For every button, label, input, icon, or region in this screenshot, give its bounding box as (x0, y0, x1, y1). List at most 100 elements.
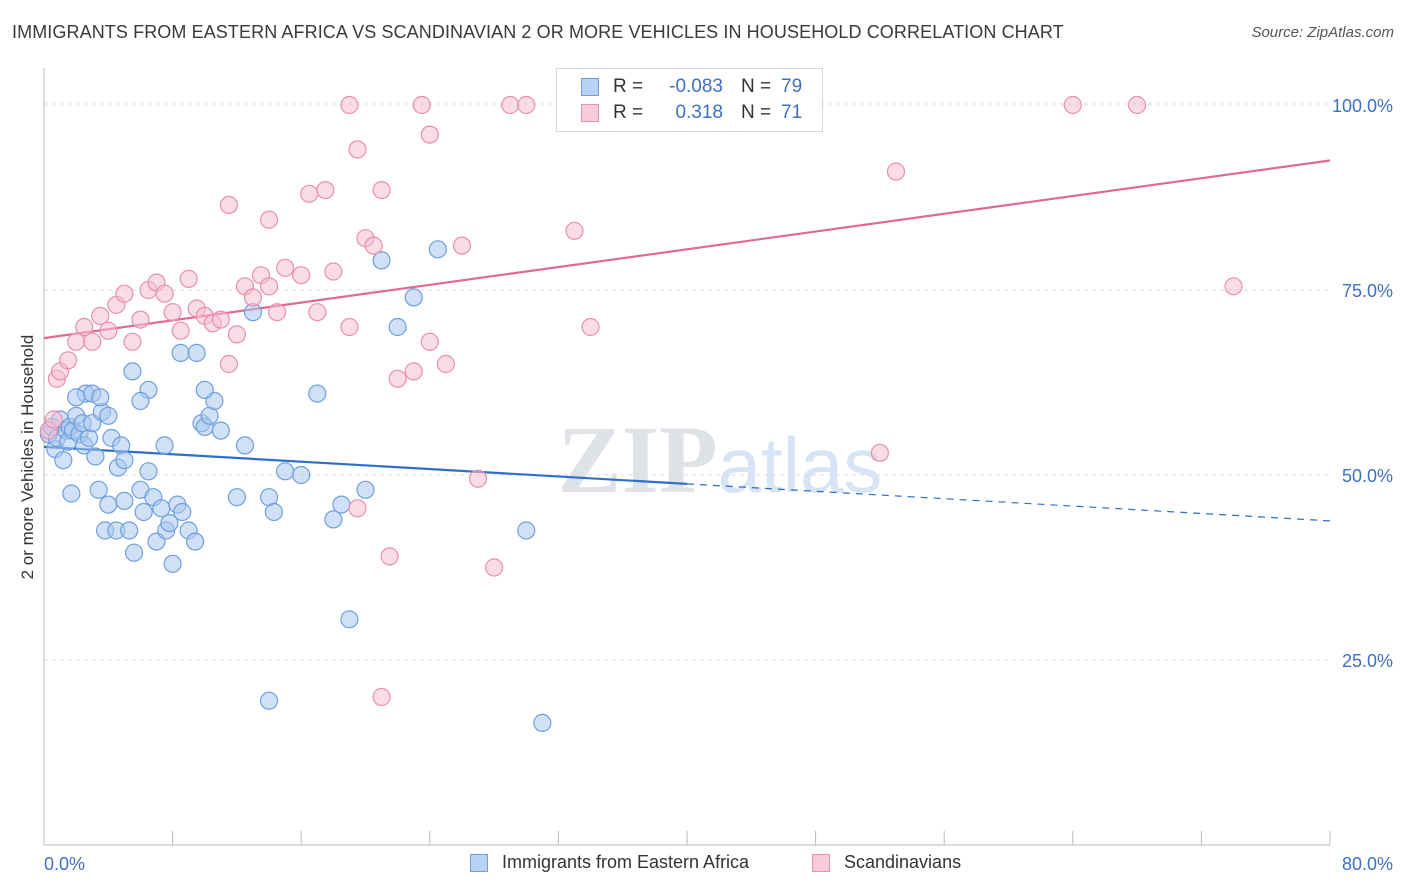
trend-line-eastern-africa (43, 445, 688, 485)
point-scandinavian (581, 317, 600, 337)
point-scandinavian (404, 362, 423, 381)
legend-row-blue: R = -0.083 N = 79 (581, 74, 802, 100)
point-scandinavian (517, 95, 536, 115)
point-scandinavian (364, 236, 383, 255)
y-tick-label: 100.0% (1332, 96, 1393, 116)
point-scandinavian (276, 258, 295, 277)
point-eastern-africa (79, 428, 99, 448)
legend-swatch-blue (470, 853, 488, 872)
legend-item-eastern-africa: Immigrants from Eastern Africa (470, 852, 749, 873)
trend-line-scandinavians (43, 159, 1331, 340)
point-eastern-africa (115, 491, 134, 510)
point-eastern-africa (227, 488, 246, 507)
point-scandinavian (420, 332, 439, 351)
legend-swatch-blue (581, 78, 599, 96)
point-eastern-africa (67, 388, 86, 407)
point-scandinavian (348, 140, 367, 159)
point-eastern-africa (356, 480, 375, 499)
point-eastern-africa (89, 480, 108, 499)
point-eastern-africa (99, 406, 118, 425)
point-scandinavian (340, 95, 359, 115)
x-tick-label: 80.0% (1342, 854, 1393, 874)
point-eastern-africa (123, 362, 142, 381)
point-eastern-africa (388, 317, 407, 337)
point-scandinavian (219, 195, 238, 214)
point-scandinavian (155, 284, 174, 303)
point-scandinavian (243, 288, 263, 307)
legend-swatch-pink (812, 853, 830, 872)
point-eastern-africa (171, 343, 190, 362)
stats-legend: R = -0.083 N = 79 R = 0.318 N = 71 (556, 68, 823, 132)
source-label: Source: ZipAtlas.com (1251, 24, 1394, 41)
point-eastern-africa (155, 436, 174, 455)
point-scandinavian (259, 210, 279, 229)
point-eastern-africa (428, 240, 447, 259)
point-scandinavian (452, 236, 472, 255)
legend-swatch-pink (581, 104, 599, 122)
point-scandinavian (300, 184, 319, 203)
point-scandinavian (870, 443, 890, 462)
point-eastern-africa (404, 288, 423, 307)
point-scandinavian (436, 354, 455, 374)
point-eastern-africa (324, 510, 343, 529)
point-eastern-africa (264, 502, 283, 522)
point-scandinavian (83, 332, 102, 351)
legend-row-pink: R = 0.318 N = 71 (581, 100, 802, 126)
point-scandinavian (211, 310, 230, 329)
point-scandinavian (292, 266, 311, 285)
point-eastern-africa (54, 451, 73, 470)
point-scandinavian (380, 547, 399, 566)
point-scandinavian (372, 181, 391, 200)
point-scandinavian (324, 262, 343, 281)
point-scandinavian (171, 321, 190, 340)
y-axis-label: 2 or more Vehicles in Household (18, 335, 37, 580)
point-eastern-africa (124, 543, 144, 562)
point-scandinavian (485, 558, 504, 577)
point-scandinavian (316, 181, 335, 200)
legend-label: Immigrants from Eastern Africa (502, 852, 750, 872)
point-scandinavian (179, 269, 198, 288)
point-scandinavian (468, 469, 488, 488)
point-eastern-africa (533, 713, 552, 733)
point-scandinavian (259, 277, 279, 296)
point-eastern-africa (120, 521, 139, 540)
point-eastern-africa (332, 495, 351, 514)
point-eastern-africa (211, 421, 230, 440)
point-eastern-africa (292, 465, 311, 485)
point-eastern-africa (134, 502, 153, 522)
point-scandinavian (372, 687, 391, 707)
point-eastern-africa (115, 451, 134, 470)
point-scandinavian (1127, 95, 1147, 115)
point-scandinavian (348, 499, 367, 518)
point-eastern-africa (186, 532, 205, 551)
trend-line-eastern-africa-extension (686, 483, 1331, 522)
watermark: ZIPatlas (558, 406, 883, 513)
point-eastern-africa (163, 554, 182, 573)
point-scandinavian (501, 95, 520, 115)
x-tick-label: 0.0% (44, 854, 85, 874)
point-scandinavian (412, 95, 431, 115)
chart-title: IMMIGRANTS FROM EASTERN AFRICA VS SCANDI… (12, 22, 1064, 42)
point-eastern-africa (139, 462, 158, 481)
point-scandinavian (1063, 95, 1082, 115)
y-tick-label: 50.0% (1342, 466, 1393, 486)
n-value: 71 (781, 102, 803, 123)
point-eastern-africa (276, 462, 295, 481)
point-eastern-africa (86, 447, 105, 466)
point-eastern-africa (372, 251, 391, 270)
axes (43, 68, 1331, 846)
point-scandinavian (340, 317, 359, 337)
point-eastern-africa (308, 384, 327, 403)
point-scandinavian (420, 125, 439, 144)
point-scandinavian (219, 354, 238, 374)
point-scandinavian (308, 303, 327, 322)
r-label: R = (613, 102, 644, 123)
point-scandinavian (91, 306, 110, 325)
point-eastern-africa (517, 521, 536, 540)
legend-item-scandinavians: Scandinavians (812, 852, 961, 873)
point-eastern-africa (340, 610, 359, 629)
r-label: R = (613, 76, 644, 97)
point-eastern-africa (187, 343, 206, 362)
point-eastern-africa (173, 502, 192, 522)
